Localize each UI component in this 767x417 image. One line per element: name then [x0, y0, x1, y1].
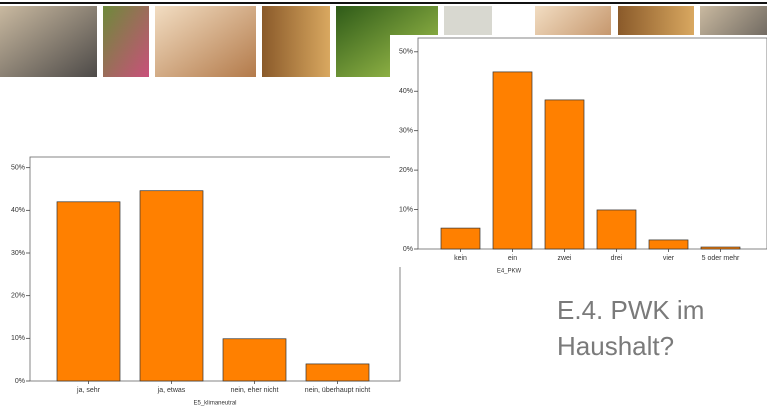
x-tick-label: ja, sehr — [76, 387, 101, 394]
y-tick-label: 30% — [399, 128, 413, 135]
bar — [222, 338, 287, 382]
y-tick-label: 50% — [11, 165, 25, 172]
plot-frame — [29, 156, 401, 382]
bar — [305, 363, 370, 382]
top-rule — [0, 2, 767, 4]
x-tick-label: nein, überhaupt nicht — [305, 387, 370, 394]
x-tick-label: zwei — [557, 255, 571, 262]
bar — [596, 209, 637, 250]
y-tick-label: 0% — [15, 378, 25, 385]
y-tick-label: 40% — [11, 207, 25, 214]
y-tick-label: 20% — [11, 293, 25, 300]
bar — [492, 71, 533, 250]
y-tick-label: 10% — [399, 206, 413, 213]
bar — [139, 190, 204, 382]
y-tick-label: 20% — [399, 167, 413, 174]
y-tick-label: 40% — [399, 88, 413, 95]
slide-caption: E.4. PWK im Haushalt? — [557, 295, 705, 361]
plot-frame — [417, 37, 767, 250]
y-tick-label: 0% — [403, 246, 413, 253]
bar — [440, 227, 481, 250]
x-tick-label: kein — [454, 255, 467, 262]
x-axis-label: E4_PKW — [497, 269, 522, 275]
x-tick-label: ein — [508, 255, 517, 262]
x-tick-label: drei — [611, 255, 623, 262]
y-tick-label: 50% — [399, 49, 413, 56]
y-tick-label: 10% — [11, 335, 25, 342]
x-tick-label: 5 oder mehr — [702, 255, 740, 262]
bar — [648, 239, 689, 250]
bar — [544, 99, 585, 250]
x-axis-label: E5_klimaneutral — [193, 401, 236, 407]
bar — [700, 246, 741, 250]
x-tick-label: ja, etwas — [157, 387, 186, 394]
bar — [56, 201, 121, 382]
y-tick-label: 30% — [11, 250, 25, 257]
x-tick-label: nein, eher nicht — [231, 387, 279, 394]
x-tick-label: vier — [663, 255, 675, 262]
